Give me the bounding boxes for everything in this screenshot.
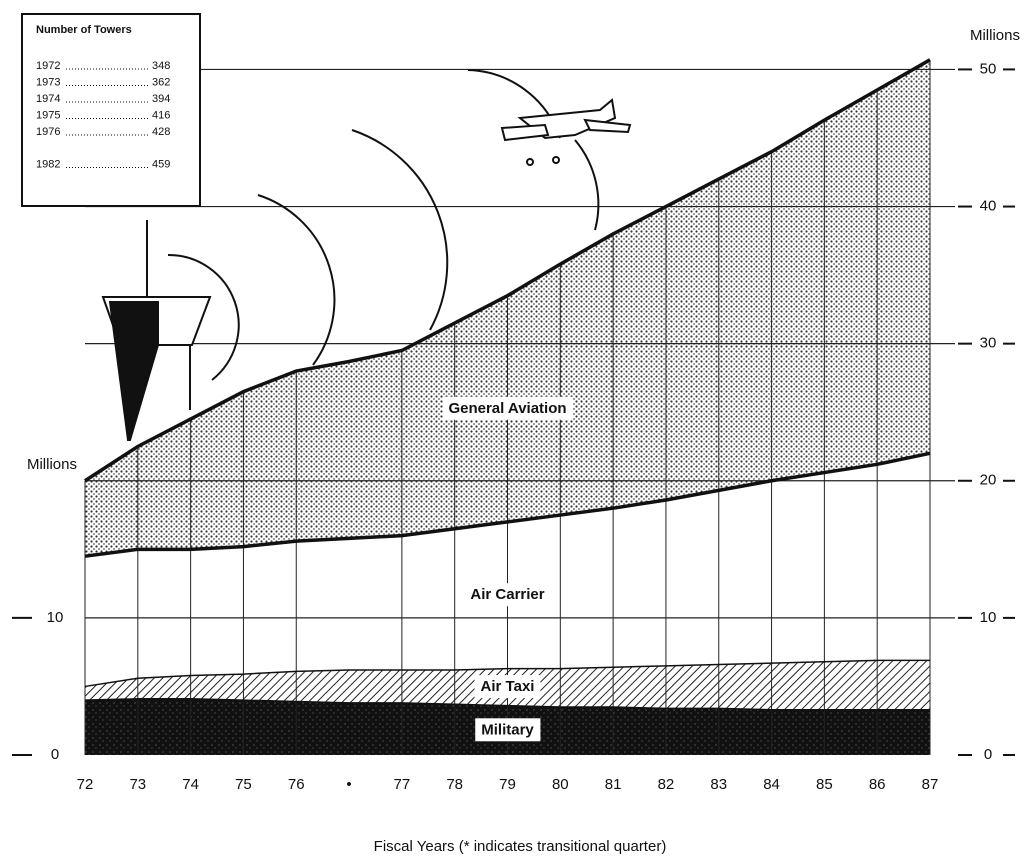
chart: Number of Towers 1972 348 1973 362 1974 394 19…	[0, 0, 1036, 868]
inset-value: 416	[152, 109, 170, 121]
x-tick-label: 87	[922, 776, 939, 793]
x-tick-label: •	[346, 776, 351, 793]
x-axis-label: Fiscal Years (* indicates transitional q…	[374, 838, 667, 855]
x-tick-label: 77	[394, 776, 411, 793]
y2-tick-label: 10	[47, 609, 64, 626]
inset-value: 428	[152, 126, 170, 138]
x-tick-label: 85	[816, 776, 833, 793]
inset-year: 1975	[36, 109, 60, 121]
inset-year: 1976	[36, 126, 60, 138]
y-tick-label: 0	[984, 746, 992, 763]
x-tick-label: 72	[77, 776, 94, 793]
y-tick-label: 40	[980, 198, 997, 215]
x-tick-label: 84	[763, 776, 780, 793]
y-tick-label: 30	[980, 335, 997, 352]
x-tick-label: 86	[869, 776, 886, 793]
y-tick-label: 50	[980, 60, 997, 77]
x-tick-label: 78	[446, 776, 463, 793]
inset-year: 1972	[36, 60, 60, 72]
series-label: Air Taxi	[481, 678, 535, 695]
y-axis-label: Millions	[970, 27, 1020, 44]
inset-title: Number of Towers	[36, 24, 132, 36]
x-tick-label: 74	[182, 776, 199, 793]
series-label: Military	[481, 721, 534, 738]
inset-year: 1974	[36, 93, 60, 105]
y2-tick-label: 0	[51, 746, 59, 763]
y2-axis-label: Millions	[27, 456, 77, 473]
y-tick-label: 20	[980, 472, 997, 489]
x-tick-label: 73	[129, 776, 146, 793]
inset-year: 1982	[36, 158, 60, 170]
inset-value: 459	[152, 158, 170, 170]
x-tick-label: 76	[288, 776, 305, 793]
x-tick-label: 75	[235, 776, 252, 793]
inset-year: 1973	[36, 76, 60, 88]
y-tick-label: 10	[980, 609, 997, 626]
x-tick-label: 81	[605, 776, 622, 793]
series-label: Air Carrier	[470, 586, 544, 603]
inset-value: 348	[152, 60, 170, 72]
x-tick-label: 79	[499, 776, 516, 793]
series-label: General Aviation	[448, 400, 566, 417]
inset-value: 362	[152, 76, 170, 88]
x-tick-label: 80	[552, 776, 569, 793]
inset-value: 394	[152, 93, 170, 105]
x-tick-label: 83	[710, 776, 727, 793]
x-tick-label: 82	[658, 776, 675, 793]
